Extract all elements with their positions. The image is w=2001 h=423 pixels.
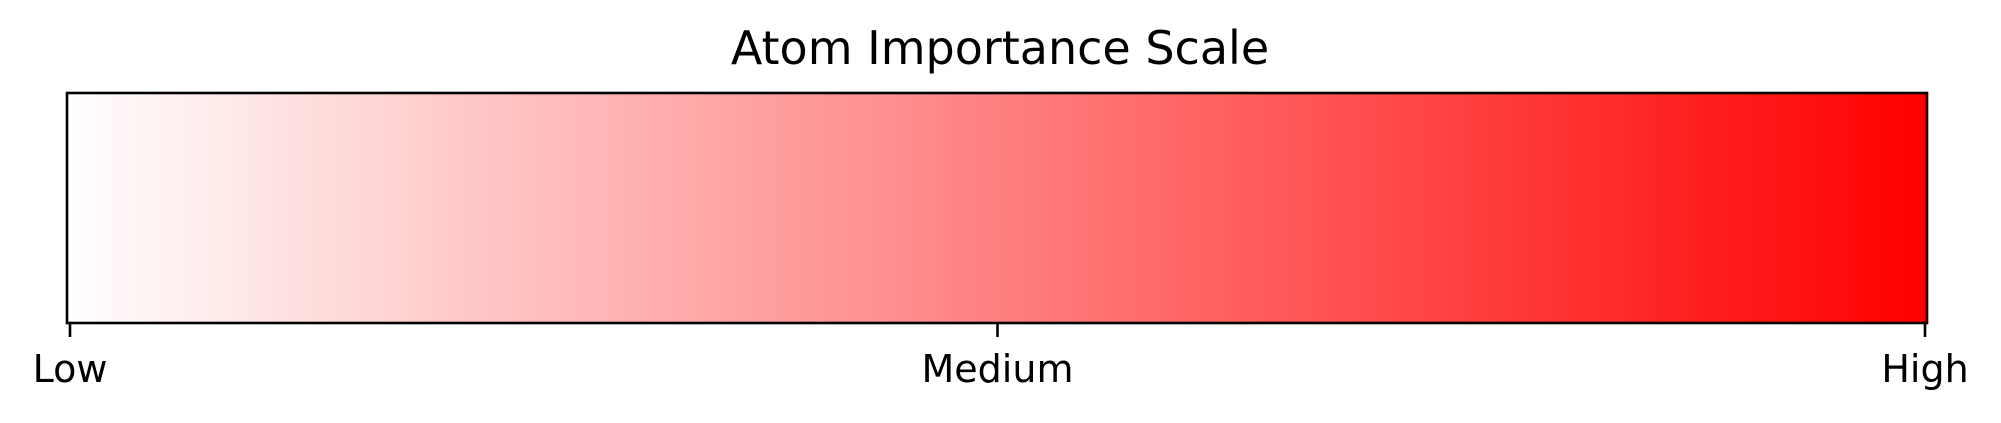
- tick-label: Medium: [922, 347, 1074, 391]
- chart-title: Atom Importance Scale: [731, 21, 1269, 75]
- tick-label: High: [1881, 347, 1968, 391]
- colorbar-axis: Low Medium High: [33, 323, 1969, 391]
- tick-label: Low: [33, 347, 108, 391]
- colorbar-gradient: [67, 93, 1927, 323]
